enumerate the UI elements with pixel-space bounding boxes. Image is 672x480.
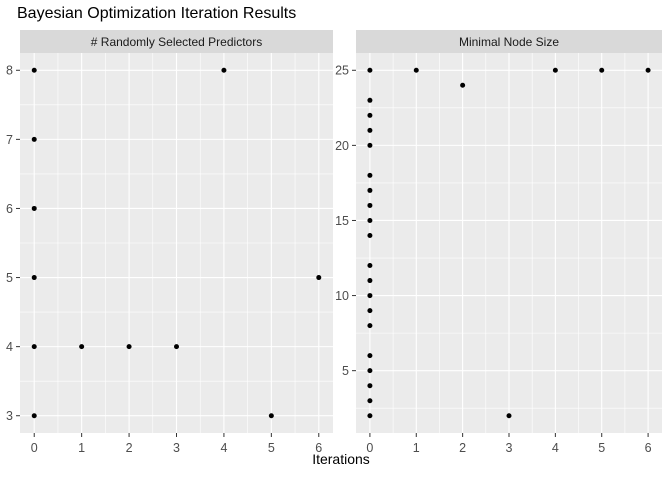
facet-strip-predictors-label: # Randomly Selected Predictors [90,34,263,49]
y-tick-label: 10 [335,289,349,303]
facet-panel-0: 0 1 2 3 4 5 6 3 4 5 6 7 8 [6,53,333,455]
data-point [367,368,373,374]
data-point [599,67,605,73]
plot-title: Bayesian Optimization Iteration Results [17,5,297,22]
data-point [460,82,466,88]
y-tick-label: 5 [342,364,349,378]
data-point [367,112,373,118]
data-point [221,67,227,73]
data-point [316,275,322,281]
y-tick-label: 6 [6,202,13,216]
data-point [367,97,373,103]
x-tick-label: 2 [126,441,133,455]
facet-strip-node-size-label: Minimal Node Size [458,34,560,49]
data-point [367,232,373,238]
x-tick-label: 6 [315,441,322,455]
data-point [552,67,558,73]
y-tick-label: 4 [6,340,13,354]
data-point [79,344,85,350]
data-point [367,413,373,419]
data-point [268,413,274,419]
facet-strip-predictors: # Randomly Selected Predictors [20,30,333,53]
data-point [367,398,373,404]
x-axis-title: Iterations [312,451,370,467]
data-point [31,136,37,142]
data-point [367,67,373,73]
data-point [367,217,373,223]
facet-strip-node-size: Minimal Node Size [356,30,662,53]
data-point [367,187,373,193]
data-point [367,308,373,314]
x-tick-label: 4 [552,441,559,455]
x-tick-label: 0 [366,441,373,455]
data-point [367,383,373,389]
data-point [506,413,512,419]
data-point [645,67,651,73]
data-point [367,202,373,208]
data-point [126,344,132,350]
y-tick-label: 15 [335,214,349,228]
data-point [367,127,373,133]
data-point [367,142,373,148]
x-tick-label: 1 [78,441,85,455]
y-tick-label: 25 [335,64,349,78]
x-tick-label: 4 [220,441,227,455]
x-tick-label: 2 [459,441,466,455]
x-tick-label: 5 [598,441,605,455]
y-tick-label: 5 [6,271,13,285]
data-point [31,413,37,419]
x-tick-label: 0 [31,441,38,455]
x-tick-label: 3 [506,441,513,455]
data-point [367,353,373,359]
x-tick-label: 3 [173,441,180,455]
y-tick-label: 7 [6,133,13,147]
y-tick-label: 20 [335,139,349,153]
data-point [367,323,373,329]
x-tick-label: 1 [413,441,420,455]
data-point [31,67,37,73]
data-point [31,205,37,211]
x-tick-label: 6 [645,441,652,455]
data-point [367,293,373,299]
facet-panel-1: 0 1 2 3 4 5 6 5 10 15 20 25 [335,53,662,455]
data-point [367,263,373,269]
data-point [31,344,37,350]
data-point [367,172,373,178]
x-tick-label: 5 [268,441,275,455]
data-point [31,275,37,281]
data-point [174,344,179,350]
y-tick-label: 8 [6,64,13,78]
data-point [413,67,419,73]
data-point [367,278,373,284]
y-tick-label: 3 [6,409,13,423]
